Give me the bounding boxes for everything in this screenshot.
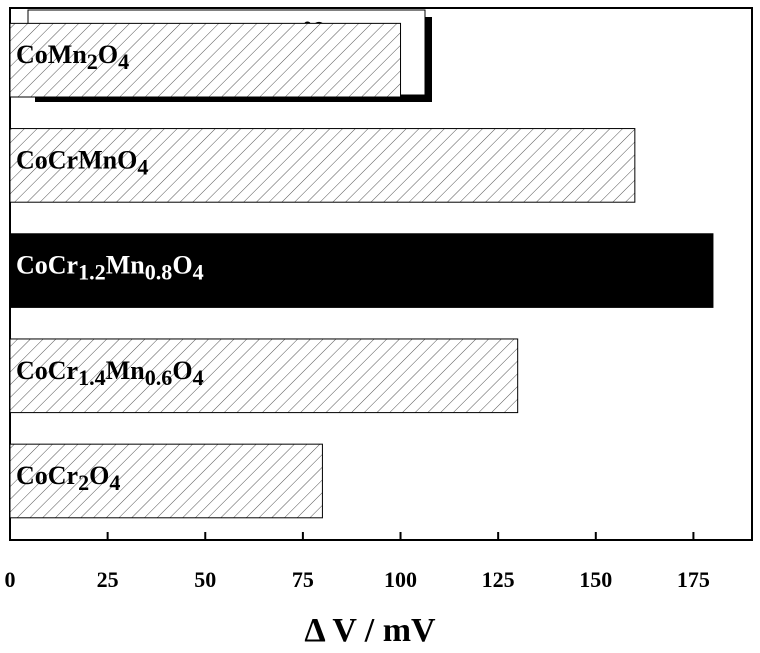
category-label: CoCr2O4: [16, 461, 120, 495]
x-tick-label: 100: [384, 567, 417, 592]
x-tick-label: 125: [482, 567, 515, 592]
x-axis-label: Δ V / mV: [304, 612, 436, 649]
category-label: CoMn2O4: [16, 40, 129, 74]
x-tick-label: 175: [677, 567, 710, 592]
x-tick-label: 25: [97, 567, 119, 592]
category-label: CoCr1.2Mn0.8O4: [16, 251, 204, 285]
bar: [9, 443, 323, 519]
category-label: CoCr1.4Mn0.6O4: [16, 356, 204, 390]
x-tick-label: 50: [194, 567, 216, 592]
bar: [9, 128, 636, 203]
x-tick-label: 150: [579, 567, 612, 592]
category-label: CoCrMnO4: [16, 145, 148, 179]
bar: [9, 233, 714, 308]
bar: [9, 22, 402, 98]
x-tick-label: 75: [292, 567, 314, 592]
x-tick-label: 0: [5, 567, 16, 592]
bar: [9, 338, 519, 414]
